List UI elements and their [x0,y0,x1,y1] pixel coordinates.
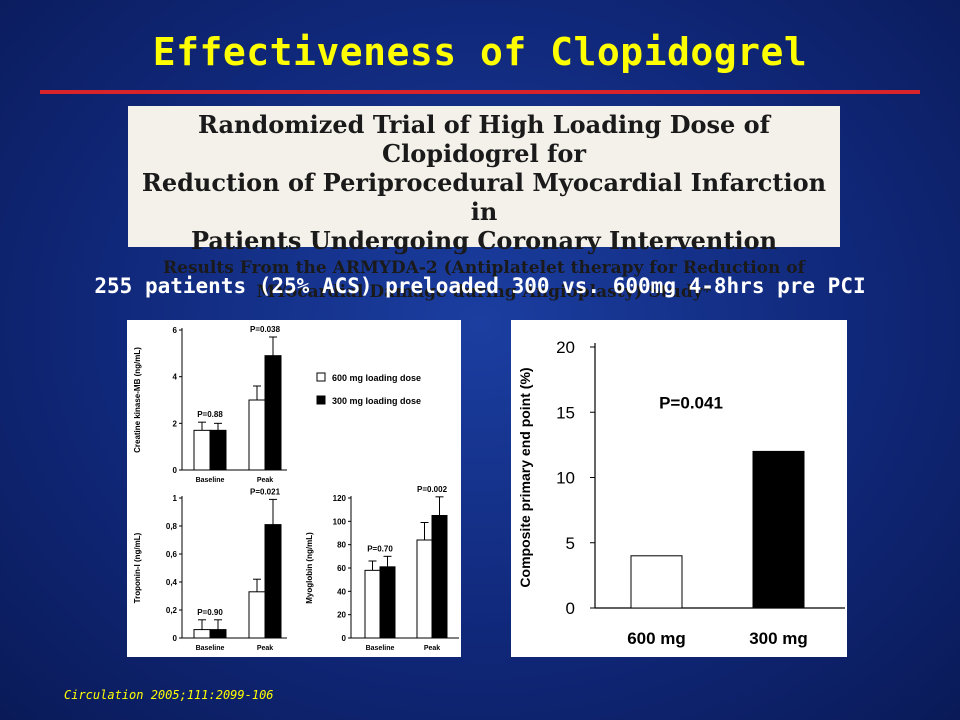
y-tick-label: 0,6 [166,550,178,559]
endpoint-chart-panel: 0 5 10 15 20 Composite primary end point (%) 6… [511,320,847,657]
x-tick-label: Baseline [196,645,225,652]
y-tick-label: 0 [173,466,178,475]
paper-title-line: Randomized Trial of High Loading Dose of… [197,110,770,168]
y-axis-label: Troponin-I (ng/mL) [133,532,142,603]
paper-title-image: Randomized Trial of High Loading Dose of… [128,106,840,302]
bar [364,569,381,639]
legend-label: 300 mg loading dose [332,396,421,406]
bar [752,450,805,609]
bar [630,555,683,609]
y-tick-label: 0,8 [166,522,178,531]
legend-swatch [316,395,326,405]
biomarker-charts-panel: 0 2 4 6 Creatine kinase-MB (ng/mL) Baseline P=… [127,320,461,657]
biomarker-charts: 0 2 4 6 Creatine kinase-MB (ng/mL) Baseline P=… [133,325,459,652]
y-tick-label: 0 [173,634,178,643]
citation: Circulation 2005;111:2099-106 [64,688,274,702]
x-tick-label: 300 mg [749,629,808,648]
p-value-label: P=0.002 [417,485,448,494]
bar [209,429,227,471]
x-tick-label: Baseline [366,645,395,652]
y-tick-label: 40 [337,587,346,596]
x-tick-label: Peak [257,477,273,484]
paper-subtitle-line: MYocardial Damage during Angioplasty) St… [256,282,712,302]
bar [193,629,211,639]
y-tick-label: 60 [337,564,346,573]
p-value-label: P=0.038 [250,325,281,334]
y-tick-label: 1 [173,494,178,503]
x-tick-label: Baseline [196,477,225,484]
slide-title: Effectiveness of Clopidogrel [152,30,808,74]
title-divider [40,90,920,94]
y-tick-label: 100 [333,517,347,526]
study-summary: 255 patients (25% ACS) preloaded 300 vs.… [94,274,866,298]
paper-subtitle-line: Results From the ARMYDA-2 (Antiplatelet … [163,258,805,278]
p-value-label: P=0.90 [197,608,223,617]
paper-title-line: Patients Undergoing Coronary Interventio… [190,226,778,255]
bar [248,399,266,471]
y-tick-label: 0 [566,599,575,618]
legend-label: 600 mg loading dose [332,373,421,383]
y-tick-label: 4 [173,373,178,382]
bar [209,629,227,639]
p-value-label: P=0.70 [367,544,393,553]
bar [431,515,448,639]
paper-title-line: Reduction of Periprocedural Myocardial I… [141,168,827,226]
y-tick-label: 20 [337,611,346,620]
x-tick-label: Peak [257,645,273,652]
bar [264,524,282,639]
endpoint-chart: 0 5 10 15 20 Composite primary end point (%) 6… [517,338,845,648]
y-tick-label: 80 [337,541,346,550]
y-tick-label: 15 [556,403,575,422]
y-tick-label: 0,2 [166,606,178,615]
y-tick-label: 120 [333,494,347,503]
y-tick-label: 6 [173,326,178,335]
p-value-label: P=0.88 [197,410,223,419]
x-tick-label: Peak [424,645,440,652]
p-value-label: P=0.041 [659,393,723,412]
x-tick-label: 600 mg [627,629,686,648]
y-tick-label: 20 [556,338,575,357]
y-tick-label: 0,4 [166,578,178,587]
legend-swatch [316,372,326,382]
y-tick-label: 10 [556,469,575,488]
y-axis-label: Creatine kinase-MB (ng/mL) [133,347,142,453]
y-tick-label: 5 [566,534,575,553]
y-tick-label: 2 [173,419,178,428]
bar [193,429,211,471]
bar [416,539,433,639]
y-tick-label: 0 [342,634,347,643]
y-axis-label: Composite primary end point (%) [517,367,533,587]
y-axis-label: Myoglobin (ng/mL) [305,532,314,604]
p-value-label: P=0.021 [250,487,281,496]
bar [379,566,396,639]
bar [248,591,266,639]
bar [264,355,282,471]
